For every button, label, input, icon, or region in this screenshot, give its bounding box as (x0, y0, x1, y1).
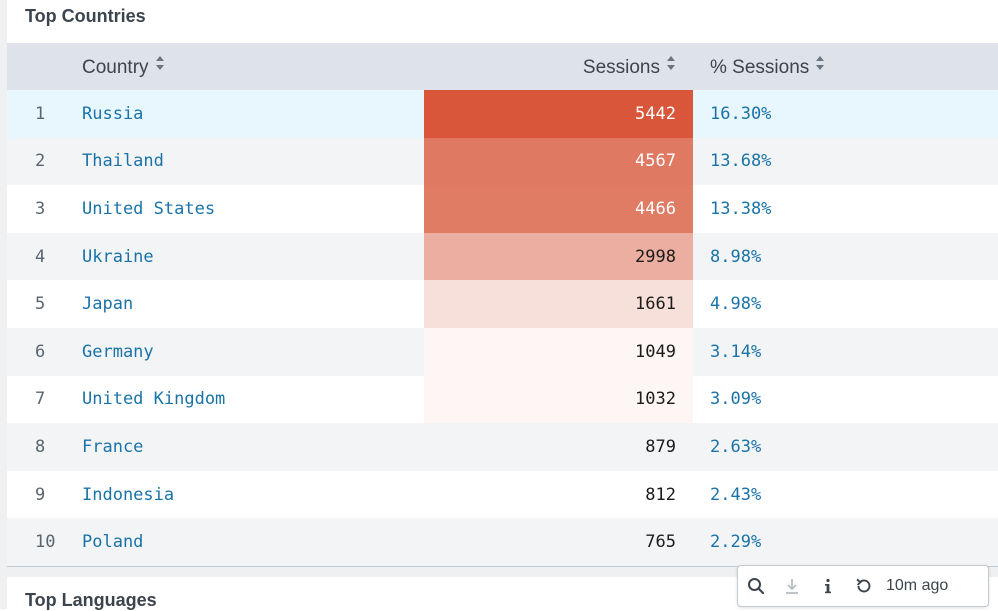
table-row[interactable]: 3 United States 4466 13.38% (7, 185, 998, 233)
table-row[interactable]: 8 France 879 2.63% (7, 423, 998, 471)
search-button[interactable] (738, 568, 774, 604)
sessions-cell[interactable]: 1032 (424, 375, 693, 424)
pct-sessions-cell[interactable]: 2.43% (710, 484, 762, 505)
row-index: 8 (35, 436, 46, 457)
sessions-cell[interactable]: 2998 (424, 232, 693, 281)
row-index: 5 (35, 294, 46, 315)
row-index: 4 (35, 246, 46, 267)
pct-sessions-cell[interactable]: 3.14% (710, 341, 762, 362)
country-cell[interactable]: Poland (82, 532, 144, 553)
next-panel-title: Top Languages (25, 590, 157, 610)
row-index: 6 (35, 341, 46, 362)
row-index: 9 (35, 484, 46, 505)
last-refreshed-time: 10m ago (886, 577, 949, 594)
panel-toolbar: 10m ago (737, 565, 989, 607)
table-header-row: Country Sessions % Sessions (7, 43, 998, 90)
pct-sessions-cell[interactable]: 8.98% (710, 246, 762, 267)
pct-sessions-cell[interactable]: 4.98% (710, 294, 762, 315)
row-index: 2 (35, 151, 46, 172)
dashboard-left-gutter (0, 0, 7, 609)
inspect-button[interactable] (810, 568, 846, 604)
table-row[interactable]: 7 United Kingdom 1032 3.09% (7, 375, 998, 424)
header-pct-sessions[interactable]: % Sessions (693, 43, 998, 90)
country-cell[interactable]: Germany (82, 341, 154, 362)
table-row[interactable]: 4 Ukraine 2998 8.98% (7, 232, 998, 281)
sessions-cell[interactable]: 765 (645, 532, 676, 553)
country-cell[interactable]: Thailand (82, 151, 164, 172)
table-row[interactable]: 9 Indonesia 812 2.43% (7, 470, 998, 519)
refresh-button[interactable] (846, 568, 882, 604)
top-countries-table: Country Sessions % Sessions 1 Russia 5442 1… (7, 43, 998, 566)
table-row[interactable]: 2 Thailand 4567 13.68% (7, 137, 998, 186)
table-row[interactable]: 6 Germany 1049 3.14% (7, 327, 998, 376)
header-country-label: Country (82, 56, 149, 78)
header-sessions-label: Sessions (582, 56, 660, 78)
sessions-cell[interactable]: 812 (645, 484, 676, 505)
sort-icon (666, 55, 676, 74)
panel-title: Top Countries (25, 6, 146, 26)
table-row[interactable]: 10 Poland 765 2.29% (7, 518, 998, 566)
sort-icon (815, 55, 825, 74)
header-sessions[interactable]: Sessions (424, 43, 693, 90)
country-cell[interactable]: Japan (82, 294, 134, 315)
country-cell[interactable]: France (82, 436, 144, 457)
pct-sessions-cell[interactable]: 2.63% (710, 436, 762, 457)
table-row[interactable]: 5 Japan 1661 4.98% (7, 280, 998, 328)
sessions-cell[interactable]: 4466 (424, 185, 693, 233)
refresh-icon (856, 578, 871, 593)
row-index: 1 (35, 103, 46, 124)
pct-sessions-cell[interactable]: 13.68% (710, 151, 772, 172)
info-icon (825, 578, 831, 594)
pct-sessions-cell[interactable]: 2.29% (710, 532, 762, 553)
country-cell[interactable]: Indonesia (82, 484, 175, 505)
table-row[interactable]: 1 Russia 5442 16.30% (7, 90, 998, 138)
row-index: 7 (35, 389, 46, 410)
top-countries-table-container: Country Sessions % Sessions 1 Russia 5442 1… (7, 43, 998, 566)
pct-sessions-cell[interactable]: 16.30% (710, 103, 772, 124)
sessions-cell[interactable]: 4567 (424, 137, 693, 186)
sort-icon (155, 55, 165, 74)
sessions-cell[interactable]: 1049 (424, 327, 693, 376)
header-index (7, 43, 82, 90)
panel-divider (7, 566, 998, 567)
country-cell[interactable]: Ukraine (82, 246, 154, 267)
country-cell[interactable]: United Kingdom (82, 389, 226, 410)
download-icon (786, 579, 798, 594)
row-index: 10 (35, 532, 56, 553)
row-index: 3 (35, 198, 46, 219)
country-cell[interactable]: United States (82, 198, 216, 219)
header-pct-label: % Sessions (710, 56, 810, 78)
sessions-cell[interactable]: 1661 (424, 280, 693, 328)
sessions-cell[interactable]: 879 (645, 436, 676, 457)
country-cell[interactable]: Russia (82, 103, 144, 124)
sessions-cell[interactable]: 5442 (424, 90, 693, 138)
search-icon (748, 578, 765, 595)
pct-sessions-cell[interactable]: 13.38% (710, 198, 772, 219)
panel-gap (7, 567, 998, 577)
header-country[interactable]: Country (82, 43, 424, 90)
pct-sessions-cell[interactable]: 3.09% (710, 389, 762, 410)
export-button[interactable] (774, 568, 810, 604)
